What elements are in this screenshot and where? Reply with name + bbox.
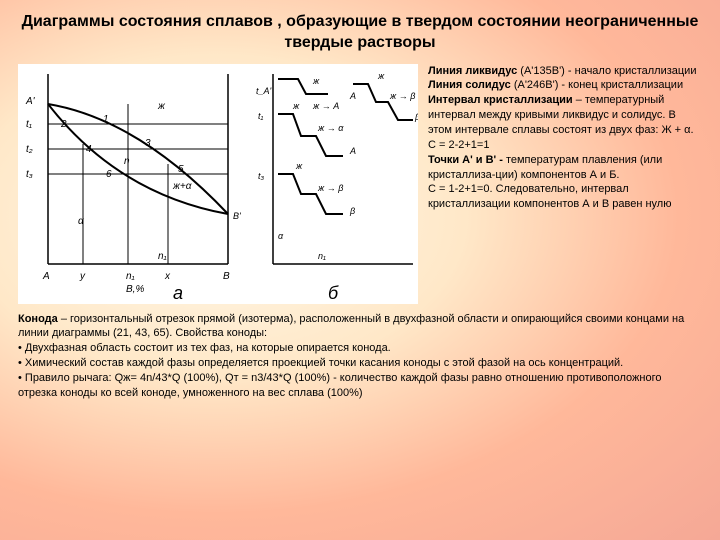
- svg-text:α: α: [278, 231, 284, 241]
- svg-text:ж → β: ж → β: [317, 183, 343, 193]
- svg-text:ж → α: ж → α: [317, 123, 344, 133]
- svg-text:ж → A: ж → A: [312, 101, 339, 111]
- points-label: Точки A' и B' -: [428, 154, 503, 166]
- svg-text:n₁: n₁: [126, 271, 135, 282]
- svg-text:ж: ж: [295, 161, 303, 171]
- svg-text:β: β: [349, 206, 355, 216]
- svg-text:y: y: [79, 271, 86, 282]
- svg-text:ж: ж: [312, 76, 320, 86]
- svg-text:A: A: [349, 91, 356, 101]
- svg-text:t₃: t₃: [26, 169, 33, 180]
- svg-text:B': B': [233, 211, 241, 221]
- svg-text:A': A': [25, 96, 36, 107]
- solidus-label: Линия солидус: [428, 79, 511, 91]
- svg-text:t_A': t_A': [256, 86, 272, 96]
- page-title: Диаграммы состояния сплавов , образующие…: [18, 12, 702, 54]
- svg-text:t₂: t₂: [26, 144, 33, 155]
- svg-text:a: a: [173, 283, 183, 303]
- svg-text:x: x: [164, 271, 171, 282]
- konoda-label: Конода: [18, 313, 58, 325]
- svg-text:б: б: [328, 283, 339, 303]
- svg-text:4: 4: [86, 144, 92, 155]
- svg-text:A: A: [42, 271, 50, 282]
- phase-diagram: A' t₁ t₂ t₃ 2 4 6 1 3 5 ж ж+α α n n₁ A y…: [18, 64, 418, 304]
- interval-label: Интервал кристаллизации: [428, 94, 573, 106]
- bottom-text: Конода – горизонтальный отрезок прямой (…: [18, 312, 702, 401]
- svg-text:A: A: [349, 146, 356, 156]
- svg-text:5: 5: [178, 164, 184, 175]
- svg-text:n: n: [124, 156, 130, 167]
- svg-text:B,%: B,%: [126, 284, 144, 295]
- svg-text:t₃: t₃: [258, 171, 265, 181]
- svg-text:β: β: [414, 112, 418, 122]
- svg-text:t₁: t₁: [258, 111, 264, 121]
- liquidus-label: Линия ликвидус: [428, 65, 517, 77]
- legend-text: Линия ликвидус (A'135B') - начало криста…: [428, 64, 702, 304]
- svg-text:α: α: [78, 216, 84, 227]
- svg-text:ж+α: ж+α: [172, 181, 192, 192]
- svg-text:ж: ж: [377, 71, 385, 81]
- svg-text:ж: ж: [292, 101, 300, 111]
- svg-text:3: 3: [145, 138, 151, 149]
- svg-text:B: B: [223, 271, 230, 282]
- svg-text:2: 2: [60, 119, 67, 130]
- svg-text:n₁: n₁: [158, 251, 167, 262]
- svg-text:ж → β: ж → β: [389, 91, 415, 101]
- svg-text:6: 6: [106, 169, 112, 180]
- svg-text:1: 1: [103, 114, 109, 125]
- svg-text:ж: ж: [157, 101, 166, 112]
- svg-text:n₁: n₁: [318, 251, 326, 261]
- svg-text:t₁: t₁: [26, 119, 32, 130]
